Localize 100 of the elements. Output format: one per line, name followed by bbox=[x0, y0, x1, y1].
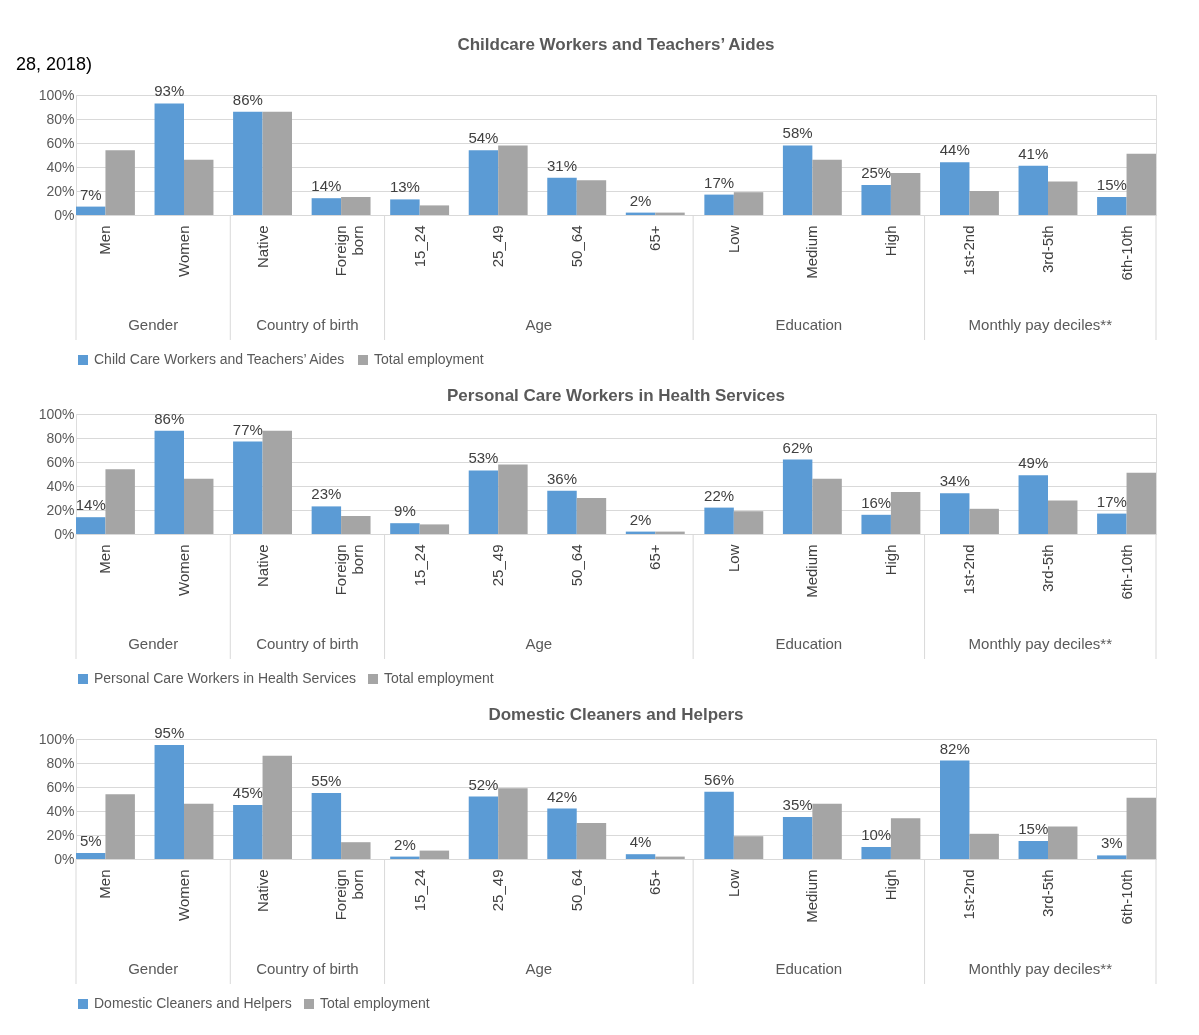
data-label: 2% bbox=[394, 835, 416, 853]
legend-label: Child Care Workers and Teachers’ Aides bbox=[94, 351, 345, 367]
text: Gender bbox=[128, 960, 179, 977]
data-label: 55% bbox=[311, 772, 342, 789]
x-tick-label: 50_64 bbox=[567, 869, 585, 912]
x-tick-label: Native bbox=[253, 869, 271, 913]
data-label: 41% bbox=[1018, 144, 1049, 162]
text: Age bbox=[525, 635, 553, 652]
bar bbox=[390, 199, 420, 215]
data-label: 7% bbox=[79, 185, 102, 203]
data-label: 52% bbox=[468, 775, 499, 793]
bar bbox=[861, 847, 891, 859]
y-tick-label: 60% bbox=[46, 453, 75, 470]
legend-label: Domestic Cleaners and Helpers bbox=[94, 995, 292, 1011]
legend-label: Personal Care Workers in Health Services bbox=[94, 670, 356, 686]
text: Monthly pay deciles** bbox=[968, 635, 1113, 652]
data-label: 17% bbox=[1096, 492, 1127, 510]
x-tick-label: Low bbox=[724, 225, 742, 254]
data-label: 31% bbox=[546, 156, 578, 174]
data-label: 15% bbox=[1018, 820, 1049, 837]
bar bbox=[625, 854, 656, 859]
x-tick-label: Men bbox=[96, 869, 114, 899]
data-label: 53% bbox=[468, 449, 499, 467]
x-tick-label: 65+ bbox=[646, 869, 664, 895]
text: Education bbox=[775, 316, 843, 333]
data-label: 15% bbox=[1096, 176, 1127, 193]
bar bbox=[733, 511, 764, 534]
chart-title: Domestic Cleaners and Helpers bbox=[488, 705, 744, 724]
bar bbox=[341, 197, 371, 215]
bar bbox=[468, 150, 499, 215]
x-tick-label: 6th-10th bbox=[1117, 869, 1135, 925]
bar bbox=[812, 803, 842, 859]
data-label: 93% bbox=[154, 82, 185, 100]
data-label: 14% bbox=[75, 496, 106, 514]
bar bbox=[262, 755, 292, 859]
text: Age bbox=[525, 316, 553, 333]
x-tick-label: 65+ bbox=[646, 544, 664, 570]
bar bbox=[154, 103, 184, 215]
bar bbox=[419, 524, 450, 534]
x-tick-label: Foreign born bbox=[332, 544, 367, 596]
bar bbox=[812, 159, 842, 215]
text: Age bbox=[525, 960, 553, 977]
x-tick-label: 50_64 bbox=[567, 225, 585, 268]
data-label: 25% bbox=[861, 164, 892, 181]
x-tick-label: Native bbox=[253, 544, 271, 588]
bar bbox=[76, 517, 106, 534]
text: Monthly pay deciles** bbox=[968, 960, 1113, 977]
data-label: 44% bbox=[939, 141, 970, 159]
data-label: 23% bbox=[311, 485, 342, 503]
data-label: 58% bbox=[782, 124, 813, 142]
x-tick-label: Men bbox=[96, 544, 114, 574]
x-tick-label: 25_49 bbox=[489, 225, 507, 268]
text: Country of birth bbox=[256, 960, 359, 977]
bar bbox=[1097, 197, 1127, 215]
bar bbox=[890, 492, 921, 534]
bar bbox=[547, 490, 577, 534]
bar bbox=[498, 145, 528, 215]
x-tick-label: High bbox=[881, 869, 899, 901]
bar bbox=[890, 818, 921, 859]
bar bbox=[262, 111, 292, 215]
bar bbox=[969, 191, 999, 215]
bar bbox=[341, 516, 371, 534]
bar bbox=[733, 836, 764, 859]
x-tick-label: High bbox=[881, 544, 899, 576]
chart-title: Childcare Workers and Teachers’ Aides bbox=[457, 35, 775, 54]
bar bbox=[782, 459, 813, 534]
bar bbox=[576, 498, 607, 534]
bar bbox=[311, 198, 342, 215]
bar bbox=[576, 823, 607, 859]
bar bbox=[262, 430, 292, 534]
bar bbox=[184, 478, 214, 534]
text: Country of birth bbox=[256, 635, 359, 652]
y-tick-label: 0% bbox=[54, 850, 75, 867]
bar bbox=[782, 145, 813, 215]
data-label: 77% bbox=[232, 420, 263, 438]
data-label: 2% bbox=[629, 510, 652, 528]
x-tick-label: Medium bbox=[803, 225, 821, 279]
data-label: 36% bbox=[546, 469, 578, 487]
bar bbox=[547, 177, 577, 215]
x-tick-label: 1st-2nd bbox=[960, 225, 978, 276]
text: Gender bbox=[128, 635, 179, 652]
x-tick-label: Native bbox=[253, 225, 271, 269]
data-label: 22% bbox=[704, 486, 735, 504]
bar bbox=[704, 507, 734, 534]
data-label: 17% bbox=[704, 173, 735, 191]
x-tick-label: 6th-10th bbox=[1117, 544, 1135, 600]
bar bbox=[1126, 797, 1156, 859]
bar bbox=[233, 441, 263, 534]
data-label: 49% bbox=[1018, 454, 1049, 472]
bar bbox=[1097, 513, 1127, 534]
x-tick-label: 3rd-5th bbox=[1039, 544, 1056, 593]
bar bbox=[1018, 475, 1048, 534]
y-tick-label: 100% bbox=[38, 86, 75, 103]
y-tick-label: 100% bbox=[38, 730, 75, 747]
legend-label: Total employment bbox=[320, 995, 430, 1011]
data-label: 82% bbox=[939, 739, 970, 757]
bar bbox=[105, 794, 135, 859]
text: Country of birth bbox=[256, 316, 359, 333]
x-tick-label: 50_64 bbox=[567, 544, 585, 587]
bar bbox=[184, 159, 214, 215]
